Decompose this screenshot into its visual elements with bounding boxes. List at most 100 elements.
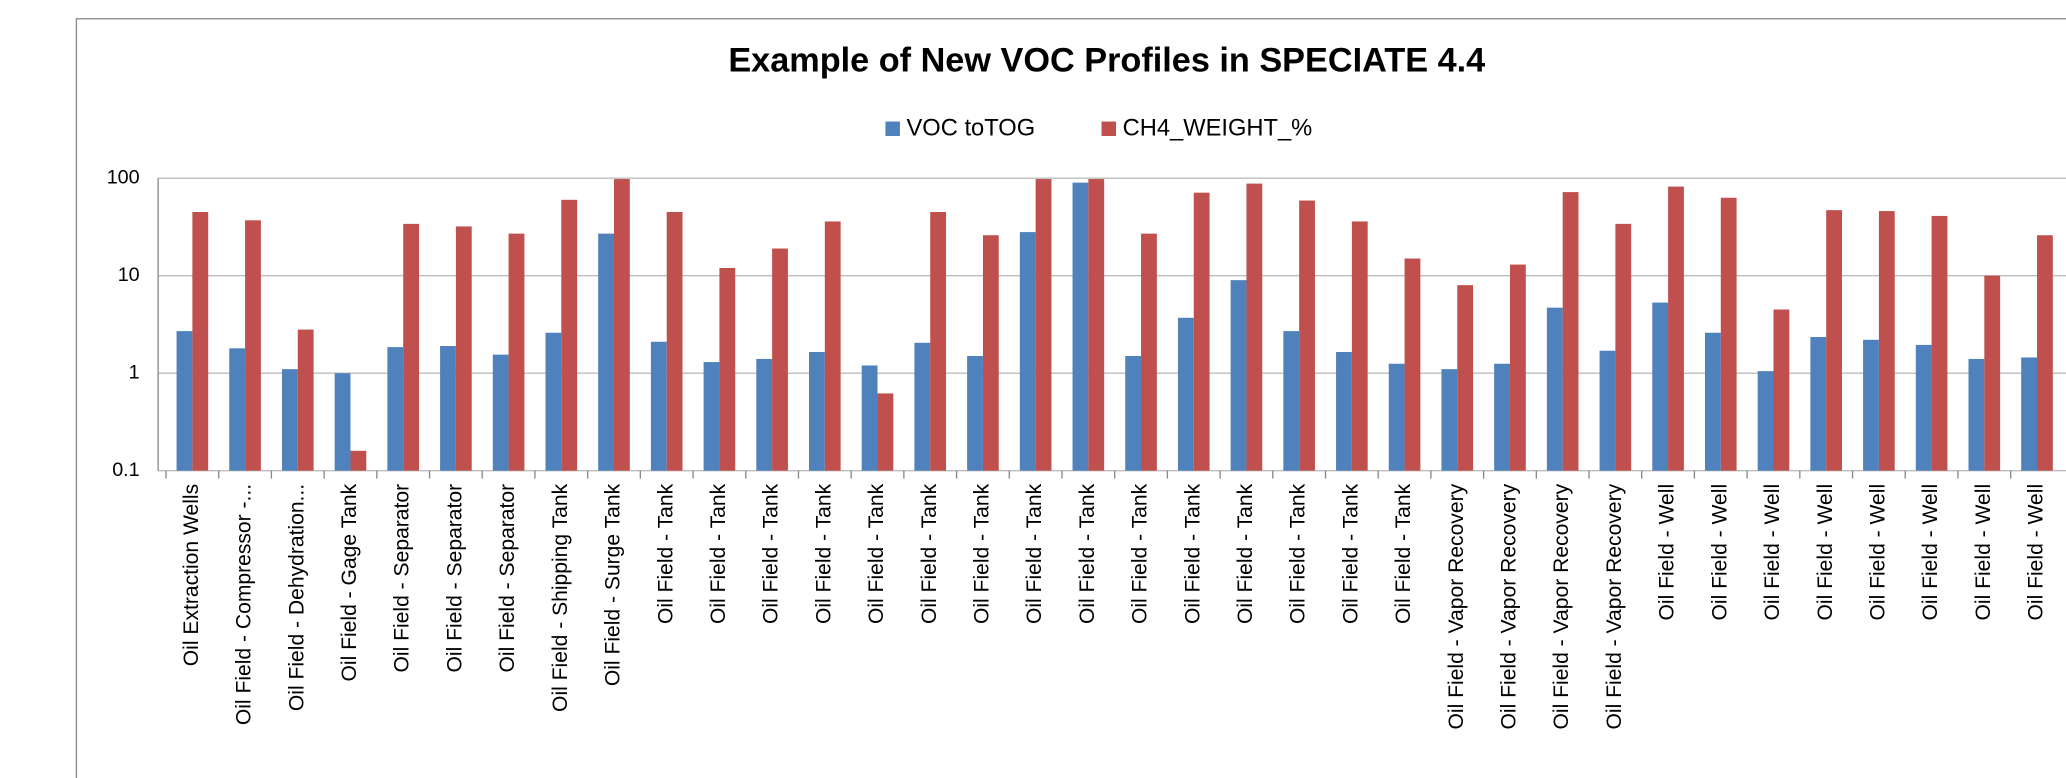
bar (930, 211, 947, 471)
x-tick-label: Oil Field - Tank (707, 483, 730, 624)
x-tick-label: Oil Field - Vapor Recovery (1498, 483, 1521, 729)
bar (1035, 179, 1052, 471)
bar (1088, 179, 1105, 471)
bar (1810, 337, 1827, 471)
x-tick-label: Oil Field - Vapor Recovery (1603, 483, 1626, 729)
x-tick-label: Oil Field - Separator (496, 484, 519, 673)
bar (297, 329, 314, 471)
legend-swatch (1101, 121, 1117, 137)
x-tick-label: Oil Field - Shipping Tank (549, 483, 572, 712)
bar (772, 248, 788, 471)
x-tick-label: Oil Field - Tank (918, 483, 941, 624)
bar (1757, 371, 1774, 471)
bar (561, 199, 578, 471)
x-tick-label: Oil Field - Well (1814, 484, 1837, 621)
x-tick-label: Oil Field - Tank (654, 483, 677, 624)
bar (1546, 307, 1563, 471)
bar (2037, 235, 2053, 471)
bar (1457, 285, 1474, 471)
bar (281, 369, 298, 471)
x-tick-label: Oil Field - Separator (391, 484, 414, 673)
bar (824, 221, 841, 471)
x-tick-label: Oil Field - Vapor Recovery (1550, 483, 1573, 729)
y-tick-label: 1 (129, 361, 140, 383)
x-tick-label: Oil Field - Vapor Recovery (1445, 483, 1468, 729)
bar (1652, 302, 1669, 471)
bar (1878, 211, 1895, 471)
bar (508, 233, 525, 471)
bar (650, 341, 667, 471)
bar (1931, 215, 1948, 471)
bar (1441, 369, 1458, 471)
bar (1773, 309, 1790, 471)
bar (1668, 186, 1684, 471)
bar (1019, 232, 1036, 471)
bar (1283, 331, 1300, 471)
x-tick-label: Oil Field - Tank (1129, 483, 1152, 624)
bar (245, 220, 261, 471)
bar (192, 211, 209, 471)
bar (614, 179, 630, 471)
bar (1351, 221, 1368, 471)
bar (440, 346, 456, 471)
bar (1246, 183, 1263, 471)
legend-swatch (885, 121, 900, 137)
bar (350, 450, 367, 471)
x-tick-label: Oil Field - Tank (1392, 483, 1415, 624)
bar (1984, 275, 2001, 471)
bar (334, 373, 351, 471)
bar (1141, 233, 1157, 471)
bar (1404, 258, 1421, 471)
bar (719, 267, 736, 471)
legend: VOC toTOG CH4_WEIGHT_% (885, 116, 1312, 142)
bar (982, 235, 999, 471)
x-tick-label: Oil Field - Well (2025, 484, 2048, 621)
bar (229, 348, 246, 471)
y-tick-label: 0.1 (112, 459, 139, 481)
bar (1336, 351, 1352, 471)
plot-area: 100 10 1 0.1 Oil Extraction Wells Oil Field -… (107, 166, 2066, 729)
legend-label: VOC toTOG (907, 116, 1036, 142)
y-tick-label: 100 (107, 166, 140, 188)
bar (703, 362, 720, 471)
x-tick-label: Oil Field - Tank (1076, 483, 1099, 624)
bar (1193, 192, 1210, 471)
x-tick-label: Oil Field - Tank (1181, 483, 1204, 624)
bar (1509, 264, 1526, 471)
bar (1615, 223, 1632, 471)
x-tick-label: Oil Field - Tank (812, 483, 835, 624)
bar (492, 354, 509, 471)
legend-label: CH4_WEIGHT_% (1123, 116, 1313, 142)
x-tick-label: Oil Field - Well (1972, 484, 1995, 621)
bar (1968, 358, 1985, 471)
bar (1299, 200, 1315, 471)
bar (1915, 344, 1932, 471)
y-tick-label: 10 (118, 264, 140, 286)
x-tick-label: Oil Extraction Wells (180, 484, 203, 666)
bar (1720, 197, 1737, 471)
x-tick-label: Oil Field - Tank (760, 483, 783, 624)
x-tick-label: Oil Field - Tank (970, 483, 993, 624)
x-tick-label: Oil Field - Gage Tank (338, 483, 361, 681)
bar (545, 332, 562, 471)
x-tick-label: Oil Field - Tank (1339, 483, 1362, 624)
bar (1863, 339, 1879, 471)
x-tick-label: Oil Field - Tank (865, 483, 888, 624)
bar (1125, 356, 1142, 471)
x-tick-label: Oil Field - Separator (443, 484, 466, 673)
bar (1826, 210, 1843, 471)
bar (455, 226, 472, 471)
bar (1599, 350, 1616, 471)
bar (1494, 363, 1510, 471)
bar (756, 358, 773, 471)
x-tick-label: Oil Field - Well (1656, 484, 1679, 621)
bar (1072, 182, 1089, 471)
bar (666, 211, 683, 471)
x-tick-label: Oil Field - Dehydration... (285, 484, 308, 711)
bar (1388, 363, 1405, 471)
bar (403, 223, 419, 471)
x-tick-label: Oil Field - Surge Tank (602, 483, 625, 686)
bar (1562, 192, 1579, 471)
